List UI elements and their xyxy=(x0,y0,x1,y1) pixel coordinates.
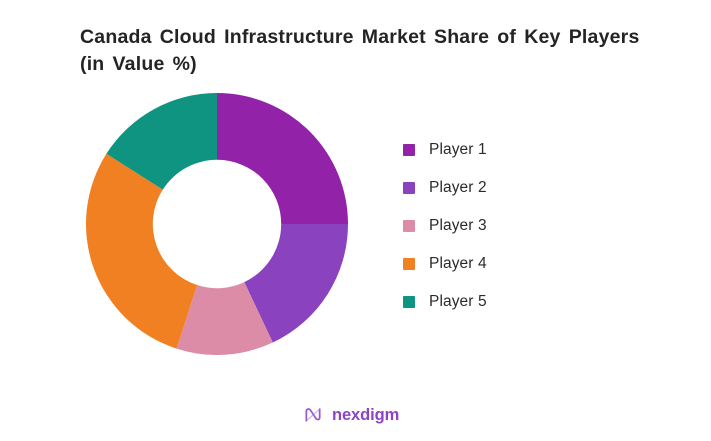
donut-slice-5[interactable]: Player 5: 16% xyxy=(106,93,217,190)
legend-item-label: Player 5 xyxy=(429,292,487,310)
nexdigm-n-logo-icon xyxy=(305,408,321,422)
donut-slice-4[interactable]: Player 4: 29% xyxy=(86,153,198,349)
legend-item-5[interactable]: Player 5 xyxy=(403,293,563,310)
legend-item-label: Player 4 xyxy=(429,254,487,272)
legend-item-label: Player 2 xyxy=(429,178,487,196)
donut-slice-2[interactable]: Player 2: 18% xyxy=(244,224,348,343)
legend-item-3[interactable]: Player 3 xyxy=(403,217,563,234)
legend-swatch-icon xyxy=(403,219,415,232)
donut-slice-3[interactable]: Player 3: 12% xyxy=(176,282,273,355)
donut-chart: Player 1: 25%Player 2: 18%Player 3: 12%P… xyxy=(86,93,348,355)
brand-name: nexdigm xyxy=(332,405,400,424)
donut-chart-svg: Player 1: 25%Player 2: 18%Player 3: 12%P… xyxy=(86,93,348,355)
legend-item-label: Player 1 xyxy=(429,140,487,158)
legend-swatch-icon xyxy=(403,295,415,308)
donut-slice-group: Player 1: 25%Player 2: 18%Player 3: 12%P… xyxy=(86,93,348,355)
legend-item-1[interactable]: Player 1 xyxy=(403,141,563,158)
chart-title: Canada Cloud Infrastructure Market Share… xyxy=(80,26,640,75)
legend-swatch-icon xyxy=(403,181,415,194)
brand-logo: nexdigm xyxy=(303,403,399,427)
legend-item-label: Player 3 xyxy=(429,216,487,234)
chart-legend: Player 1 Player 2 Player 3 Player 4 Player 5 xyxy=(403,141,563,310)
legend-swatch-icon xyxy=(403,257,415,270)
legend-swatch-icon xyxy=(403,143,415,156)
donut-slice-1[interactable]: Player 1: 25% xyxy=(217,93,348,224)
legend-item-4[interactable]: Player 4 xyxy=(403,255,563,272)
legend-item-2[interactable]: Player 2 xyxy=(403,179,563,196)
